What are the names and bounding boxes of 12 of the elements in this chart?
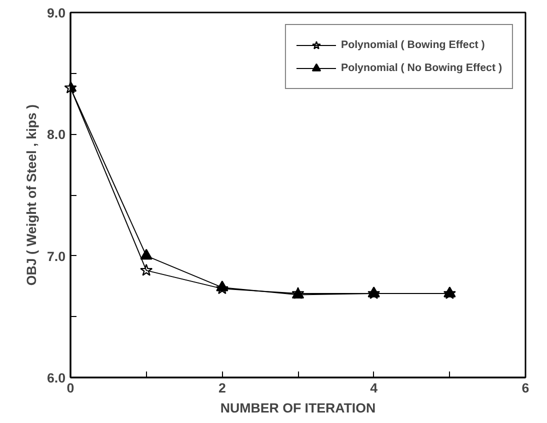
y-tick-label: 7.0	[46, 248, 66, 264]
x-tick-label: 6	[522, 380, 530, 396]
x-tick-label: 4	[370, 380, 378, 396]
x-tick-label: 2	[218, 380, 226, 396]
legend-label: Polynomial ( No Bowing Effect )	[340, 62, 502, 74]
legend-label: Polynomial ( Bowing Effect )	[340, 39, 485, 51]
x-tick-label: 0	[66, 380, 74, 396]
y-axis-title: OBJ ( Weight of Steel , kips )	[24, 104, 39, 286]
y-tick-label: 6.0	[46, 370, 66, 386]
x-axis-title: NUMBER OF ITERATION	[220, 400, 376, 416]
y-tick-label: 8.0	[46, 127, 66, 142]
y-tick-label: 9.0	[46, 6, 66, 20]
